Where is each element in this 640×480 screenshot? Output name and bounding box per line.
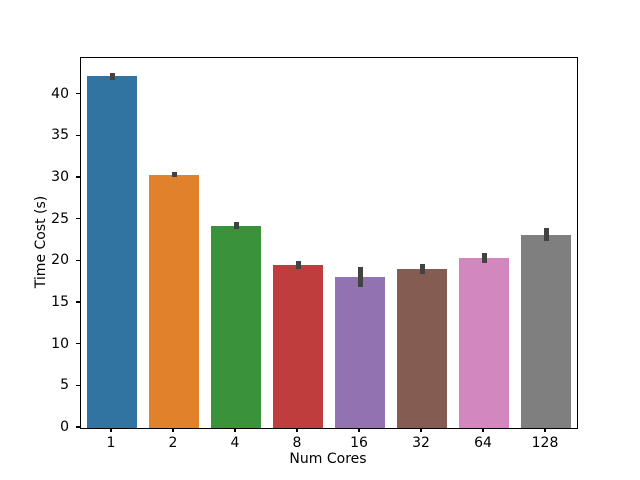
- x-tick-label: 16: [350, 435, 368, 451]
- error-bar-16: [357, 267, 363, 288]
- x-axis-label: Num Cores: [289, 451, 367, 467]
- y-tick-mark: [76, 384, 80, 386]
- error-bar-32: [419, 263, 425, 274]
- y-tick-mark: [76, 218, 80, 220]
- x-tick-mark: [172, 428, 174, 432]
- y-tick-mark: [76, 176, 80, 178]
- bar-8: [273, 264, 323, 428]
- x-tick-mark: [110, 428, 112, 432]
- y-tick-label: 0: [60, 419, 69, 435]
- y-axis-label: Time Cost (s): [33, 195, 49, 289]
- y-tick-label: 40: [51, 85, 69, 102]
- y-tick-label: 15: [51, 294, 69, 310]
- bar-64: [459, 258, 509, 428]
- error-bar-1: [109, 73, 115, 80]
- x-tick-mark: [234, 428, 236, 432]
- x-tick-mark: [420, 428, 422, 432]
- y-tick-label: 25: [51, 210, 69, 227]
- x-tick-label: 8: [292, 435, 302, 451]
- error-bar-4: [233, 222, 239, 229]
- x-tick-label: 4: [230, 435, 240, 451]
- y-tick-label: 10: [51, 335, 69, 352]
- y-tick-mark: [76, 343, 80, 345]
- bar-128: [521, 234, 571, 428]
- x-tick-label: 32: [412, 435, 430, 451]
- y-tick-mark: [76, 93, 80, 95]
- x-tick-mark: [544, 428, 546, 432]
- x-tick-label: 128: [531, 435, 559, 451]
- y-tick-mark: [76, 426, 80, 428]
- x-tick-mark: [358, 428, 360, 432]
- y-tick-mark: [76, 301, 80, 303]
- plot-area: [80, 57, 578, 429]
- y-tick-label: 35: [51, 127, 69, 144]
- bar-32: [397, 268, 447, 428]
- x-tick-mark: [482, 428, 484, 432]
- x-tick-mark: [296, 428, 298, 432]
- x-tick-label: 1: [106, 435, 116, 451]
- y-tick-label: 30: [51, 169, 69, 185]
- error-bar-128: [543, 228, 549, 242]
- bar-1: [87, 76, 137, 428]
- x-tick-label: 64: [474, 435, 492, 451]
- error-bar-8: [295, 260, 301, 269]
- y-tick-mark: [76, 259, 80, 261]
- bar-16: [335, 277, 385, 428]
- error-bar-64: [481, 253, 487, 263]
- y-tick-label: 20: [51, 252, 69, 269]
- bar-2: [149, 174, 199, 428]
- y-tick-label: 5: [60, 377, 69, 394]
- error-bar-2: [171, 172, 177, 178]
- y-tick-mark: [76, 134, 80, 136]
- bar-4: [211, 225, 261, 428]
- x-tick-label: 2: [168, 435, 178, 451]
